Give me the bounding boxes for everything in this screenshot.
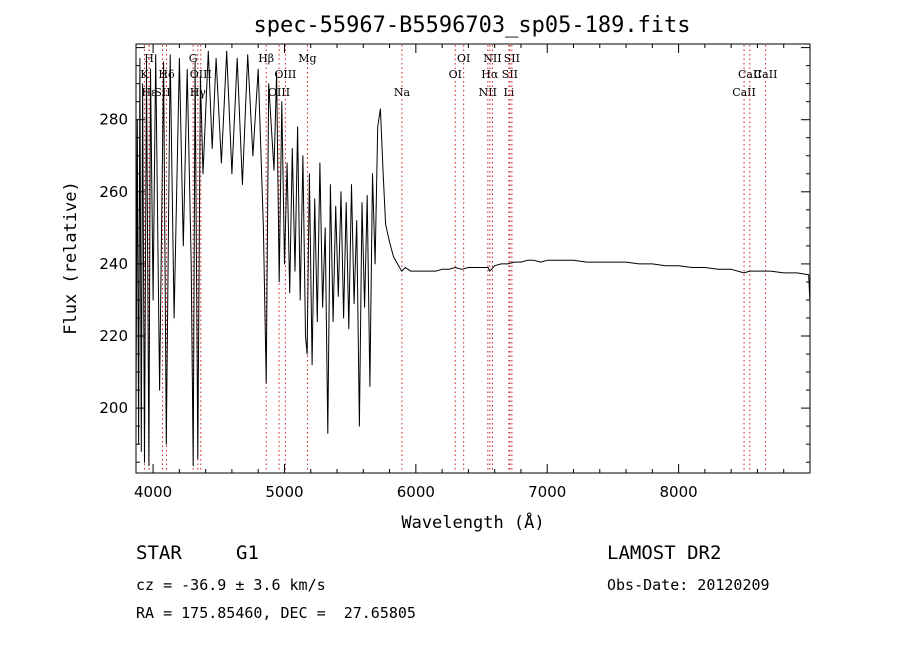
line-marker-label: CaII (738, 68, 762, 81)
line-marker-label: SII (502, 68, 518, 81)
line-marker-label: OIII (268, 86, 290, 99)
line-marker-label: Na (394, 86, 411, 99)
line-marker-label: Hα (481, 68, 499, 81)
class-label: STAR (136, 542, 182, 564)
x-axis-label: Wavelength (Å) (401, 511, 544, 533)
spectrum-line (135, 50, 811, 467)
subclass-label: G1 (236, 542, 259, 564)
x-tick-label: 5000 (265, 483, 303, 501)
survey-label: LAMOST DR2 (607, 542, 722, 564)
line-marker-label: CaII (732, 86, 756, 99)
x-tick-label: 8000 (660, 483, 698, 501)
obs-date-text: Obs-Date: 20120209 (607, 576, 770, 594)
x-ticks: 4000 5000 6000 7000 8000 (134, 44, 811, 501)
line-marker-label: OI (457, 52, 470, 65)
redshift-text: cz = -36.9 ± 3.6 km/s (136, 576, 326, 594)
x-tick-label: 4000 (134, 483, 172, 501)
y-tick-label: 260 (99, 183, 128, 201)
line-marker-label: Hε (141, 86, 157, 99)
line-marker-label: Hβ (258, 52, 274, 65)
y-tick-label: 200 (99, 399, 128, 417)
line-marker-label: SII (504, 52, 520, 65)
line-marker-label: NII (483, 52, 501, 65)
line-marker-label: Hδ (158, 68, 175, 81)
line-marker-label: H (144, 52, 154, 65)
line-marker-label: Li (503, 86, 514, 99)
line-marker-label: CaII (754, 68, 778, 81)
line-marker-label: G (189, 52, 198, 65)
coords-text: RA = 175.85460, DEC = 27.65805 (136, 604, 416, 622)
line-marker-label: OIII (274, 68, 296, 81)
chart-title: spec-55967-B5596703_sp05-189.fits (253, 13, 690, 38)
y-tick-label: 280 (99, 111, 128, 129)
line-marker-label: Mg (298, 52, 316, 65)
line-marker-label: SII (154, 86, 170, 99)
y-tick-label: 240 (99, 255, 128, 273)
x-tick-label: 6000 (397, 483, 435, 501)
plot-area (135, 50, 811, 467)
line-marker-label: K (140, 68, 149, 81)
line-marker-label: Hγ (190, 86, 207, 99)
x-tick-label: 7000 (528, 483, 566, 501)
plot-frame (135, 43, 811, 474)
y-ticks: 200 220 240 260 280 (99, 47, 810, 463)
line-marker-label: OI (449, 68, 462, 81)
spectrum-chart: spec-55967-B5596703_sp05-189.fits Hε KH SI… (61, 13, 811, 533)
y-axis-label: Flux (relative) (61, 181, 81, 335)
line-markers: HεKHSIIHδGHγOIIIHβOIIIOIIIMgNaOIOINIIHαN… (140, 45, 777, 472)
y-tick-label: 220 (99, 327, 128, 345)
line-marker-label: NII (479, 86, 497, 99)
